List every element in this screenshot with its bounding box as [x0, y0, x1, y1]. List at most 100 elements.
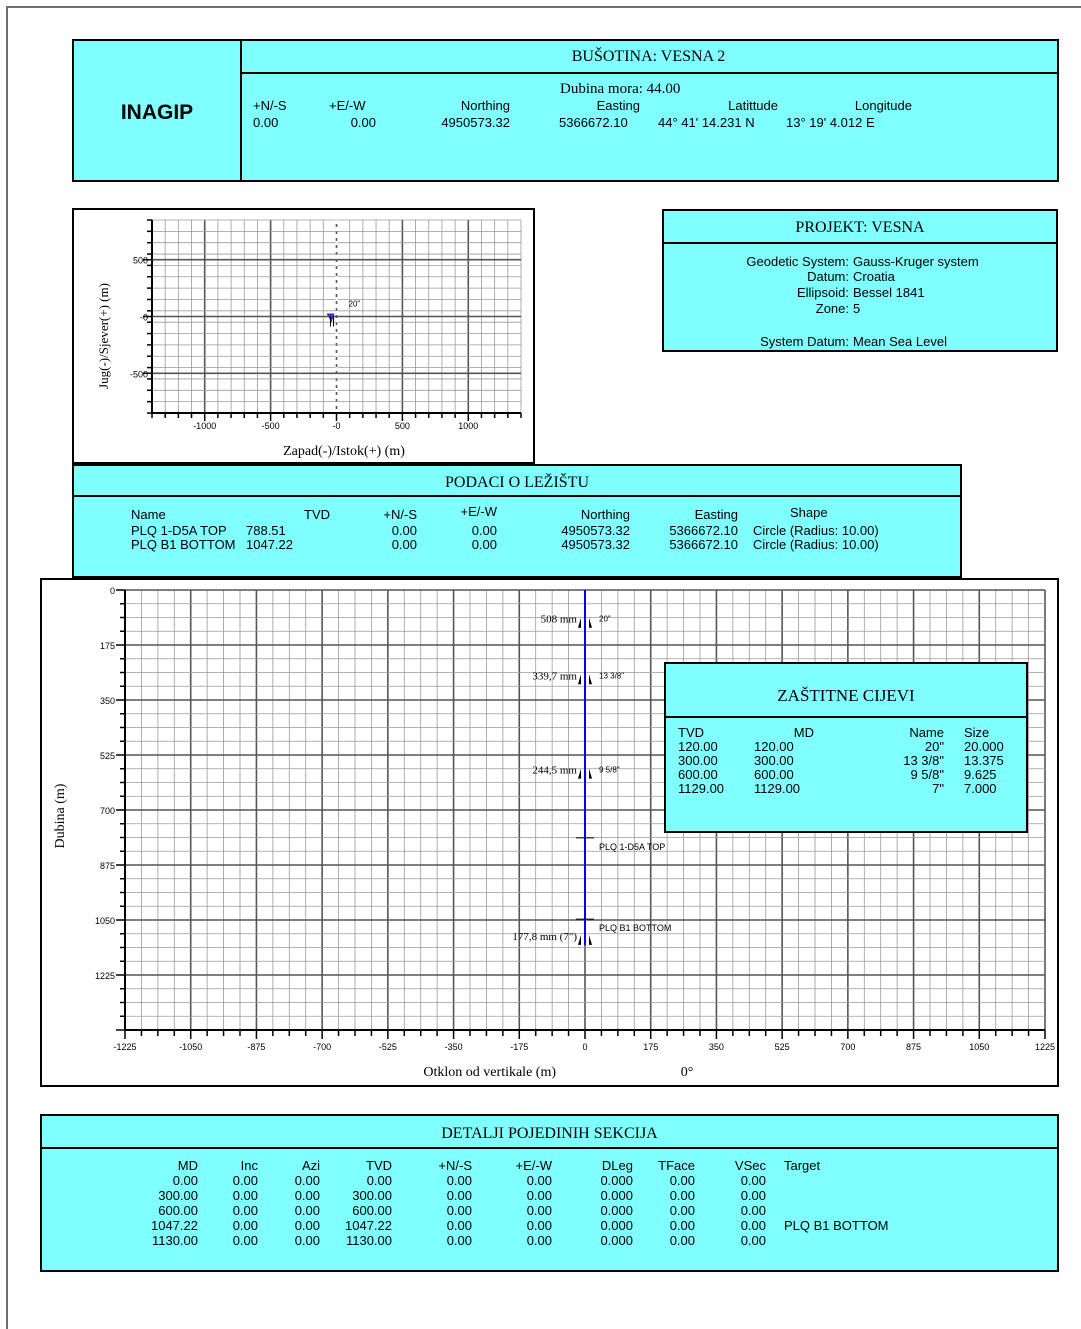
sections-cell: 0.00 — [172, 1173, 198, 1188]
sections-cell: 0.00 — [669, 1203, 695, 1218]
sections-col-header: Inc — [240, 1158, 258, 1173]
sections-col-header: MD — [177, 1158, 198, 1173]
sections-col-header: TVD — [366, 1158, 392, 1173]
sections-cell: 600.00 — [352, 1203, 392, 1218]
sections-cell: 0.00 — [740, 1233, 766, 1248]
casing-title: ZAŠTITNE CIJEVI — [666, 664, 1026, 718]
casing-cell: 1129.00 — [678, 781, 725, 796]
sections-cell: 0.00 — [669, 1188, 695, 1203]
targets-cell: 0.00 — [391, 537, 417, 552]
plan-y-tick-label: -0 — [140, 313, 148, 323]
sections-cell: 0.000 — [600, 1233, 633, 1248]
header-val-long: 13° 19' 4.012 E — [786, 115, 875, 130]
sections-cell: 0.000 — [600, 1218, 633, 1233]
casing-cell: 300.00 — [678, 753, 718, 768]
sections-cell: 0.00 — [294, 1203, 320, 1218]
sections-cell: 0.00 — [669, 1218, 695, 1233]
sections-cell: 1047.22 — [151, 1218, 198, 1233]
section-y-tick-label: 1225 — [95, 971, 115, 981]
project-value-sysdatum: Mean Sea Level — [853, 334, 947, 349]
sections-panel: DETALJI POJEDINIH SEKCIJA MD Inc Azi TVD +N/… — [40, 1114, 1059, 1272]
section-x-tick-label: 1225 — [1035, 1042, 1055, 1052]
section-casing-shoe — [578, 617, 581, 628]
targets-cell: 0.00 — [391, 523, 417, 538]
header-val-northing: 4950573.32 — [441, 115, 510, 130]
section-casing-mm-label: 339,7 mm — [532, 670, 577, 682]
sections-cell: 1047.22 — [345, 1218, 392, 1233]
section-casing-shoe — [589, 674, 592, 685]
section-x-tick-label: 0 — [582, 1042, 587, 1052]
plan-x-tick-label: -1000 — [193, 421, 216, 431]
casing-cell: 120.00 — [678, 739, 718, 754]
section-casing-size-label: 13 3/8" — [599, 671, 624, 680]
header-val-ns: 0.00 — [253, 115, 279, 130]
casing-cell: 9.625 — [964, 767, 997, 782]
section-x-tick-label: -350 — [445, 1042, 463, 1052]
section-target-label: PLQ B1 BOTTOM — [599, 923, 671, 933]
casing-cell: 1129.00 — [754, 781, 801, 796]
sections-cell: 0.00 — [669, 1173, 695, 1188]
sections-cell: 1130.00 — [345, 1233, 392, 1248]
header-col-easting: Easting — [596, 98, 640, 113]
sections-cell: 0.000 — [600, 1173, 633, 1188]
header-col-ns: +N/-S — [253, 98, 287, 113]
sections-col-header: +N/-S — [438, 1158, 472, 1173]
casing-cell: 7.000 — [964, 781, 997, 796]
sections-cell: 0.00 — [294, 1233, 320, 1248]
sections-cell: 0.00 — [366, 1173, 392, 1188]
sections-cell: 600.00 — [158, 1203, 198, 1218]
plan-x-tick-label: -500 — [262, 421, 280, 431]
sections-cell: 1130.00 — [151, 1233, 198, 1248]
casing-col-header: Size — [964, 725, 990, 740]
section-casing-mm-label: 244,5 mm — [532, 765, 577, 777]
targets-title: PODACI O LEŽIŠTU — [74, 466, 960, 497]
project-label-zone: Zone: — [815, 301, 849, 316]
project-label-ellipsoid: Ellipsoid: — [796, 285, 849, 300]
sections-cell: 0.00 — [232, 1218, 258, 1233]
project-value-ellipsoid: Bessel 1841 — [853, 285, 925, 300]
sections-col-header: Target — [784, 1158, 821, 1173]
section-view-frame: 0 175 350 525 700 875 1050 1225 -1225 -1050 -875 -7… — [40, 578, 1059, 1087]
casing-cell: 300.00 — [754, 753, 794, 768]
sections-cell: 0.00 — [294, 1218, 320, 1233]
section-x-tick-label: -525 — [379, 1042, 397, 1052]
targets-cell: PLQ B1 BOTTOM — [131, 537, 236, 552]
section-casing-mm-label: 508 mm — [541, 614, 578, 626]
targets-cell: Circle (Radius: 10.00) — [753, 523, 879, 538]
casing-cell: 600.00 — [754, 767, 794, 782]
casing-cell: 20.000 — [964, 739, 1004, 754]
sections-cell: 0.00 — [446, 1188, 472, 1203]
section-y-tick-label: 1050 — [95, 916, 115, 926]
section-azimuth: 0° — [681, 1065, 694, 1080]
casing-cell: 120.00 — [754, 739, 794, 754]
section-x-tick-label: -1225 — [113, 1042, 136, 1052]
sections-cell: 0.00 — [232, 1233, 258, 1248]
header-val-lat: 44° 41' 14.231 N — [658, 115, 755, 130]
section-casing-shoe — [589, 617, 592, 628]
section-y-tick-label: 700 — [100, 806, 115, 816]
sections-cell: 0.00 — [232, 1203, 258, 1218]
plan-x-tick-label: 1000 — [458, 421, 478, 431]
plan-y-tick-label: 500 — [133, 256, 148, 266]
project-title: PROJEKT: VESNA — [664, 211, 1056, 244]
project-value-geodetic: Gauss-Kruger system — [853, 254, 979, 269]
sections-cell: 0.00 — [526, 1188, 552, 1203]
sections-cell: 0.00 — [232, 1188, 258, 1203]
targets-col-ew: +E/-W — [460, 504, 497, 519]
section-casing-shoe — [578, 768, 581, 779]
header-col-long: Longitude — [854, 98, 912, 113]
targets-cell: 0.00 — [471, 523, 497, 538]
section-casing-size-label: 20" — [599, 615, 611, 624]
sections-cell: 0.00 — [446, 1173, 472, 1188]
targets-col-easting: Easting — [694, 507, 738, 522]
well-title: BUŠOTINA: VESNA 2 — [571, 48, 726, 65]
sections-cell: 0.00 — [740, 1218, 766, 1233]
casing-cell: 20" — [924, 739, 944, 754]
section-target-label: PLQ 1-D5A TOP — [599, 842, 665, 852]
sections-cell: 0.00 — [446, 1233, 472, 1248]
sections-cell: PLQ B1 BOTTOM — [784, 1218, 889, 1233]
casing-cell: 13.375 — [964, 753, 1004, 768]
section-x-tick-label: 700 — [840, 1042, 855, 1052]
section-casing-shoe — [578, 934, 581, 945]
project-label-datum: Datum: — [807, 269, 849, 284]
